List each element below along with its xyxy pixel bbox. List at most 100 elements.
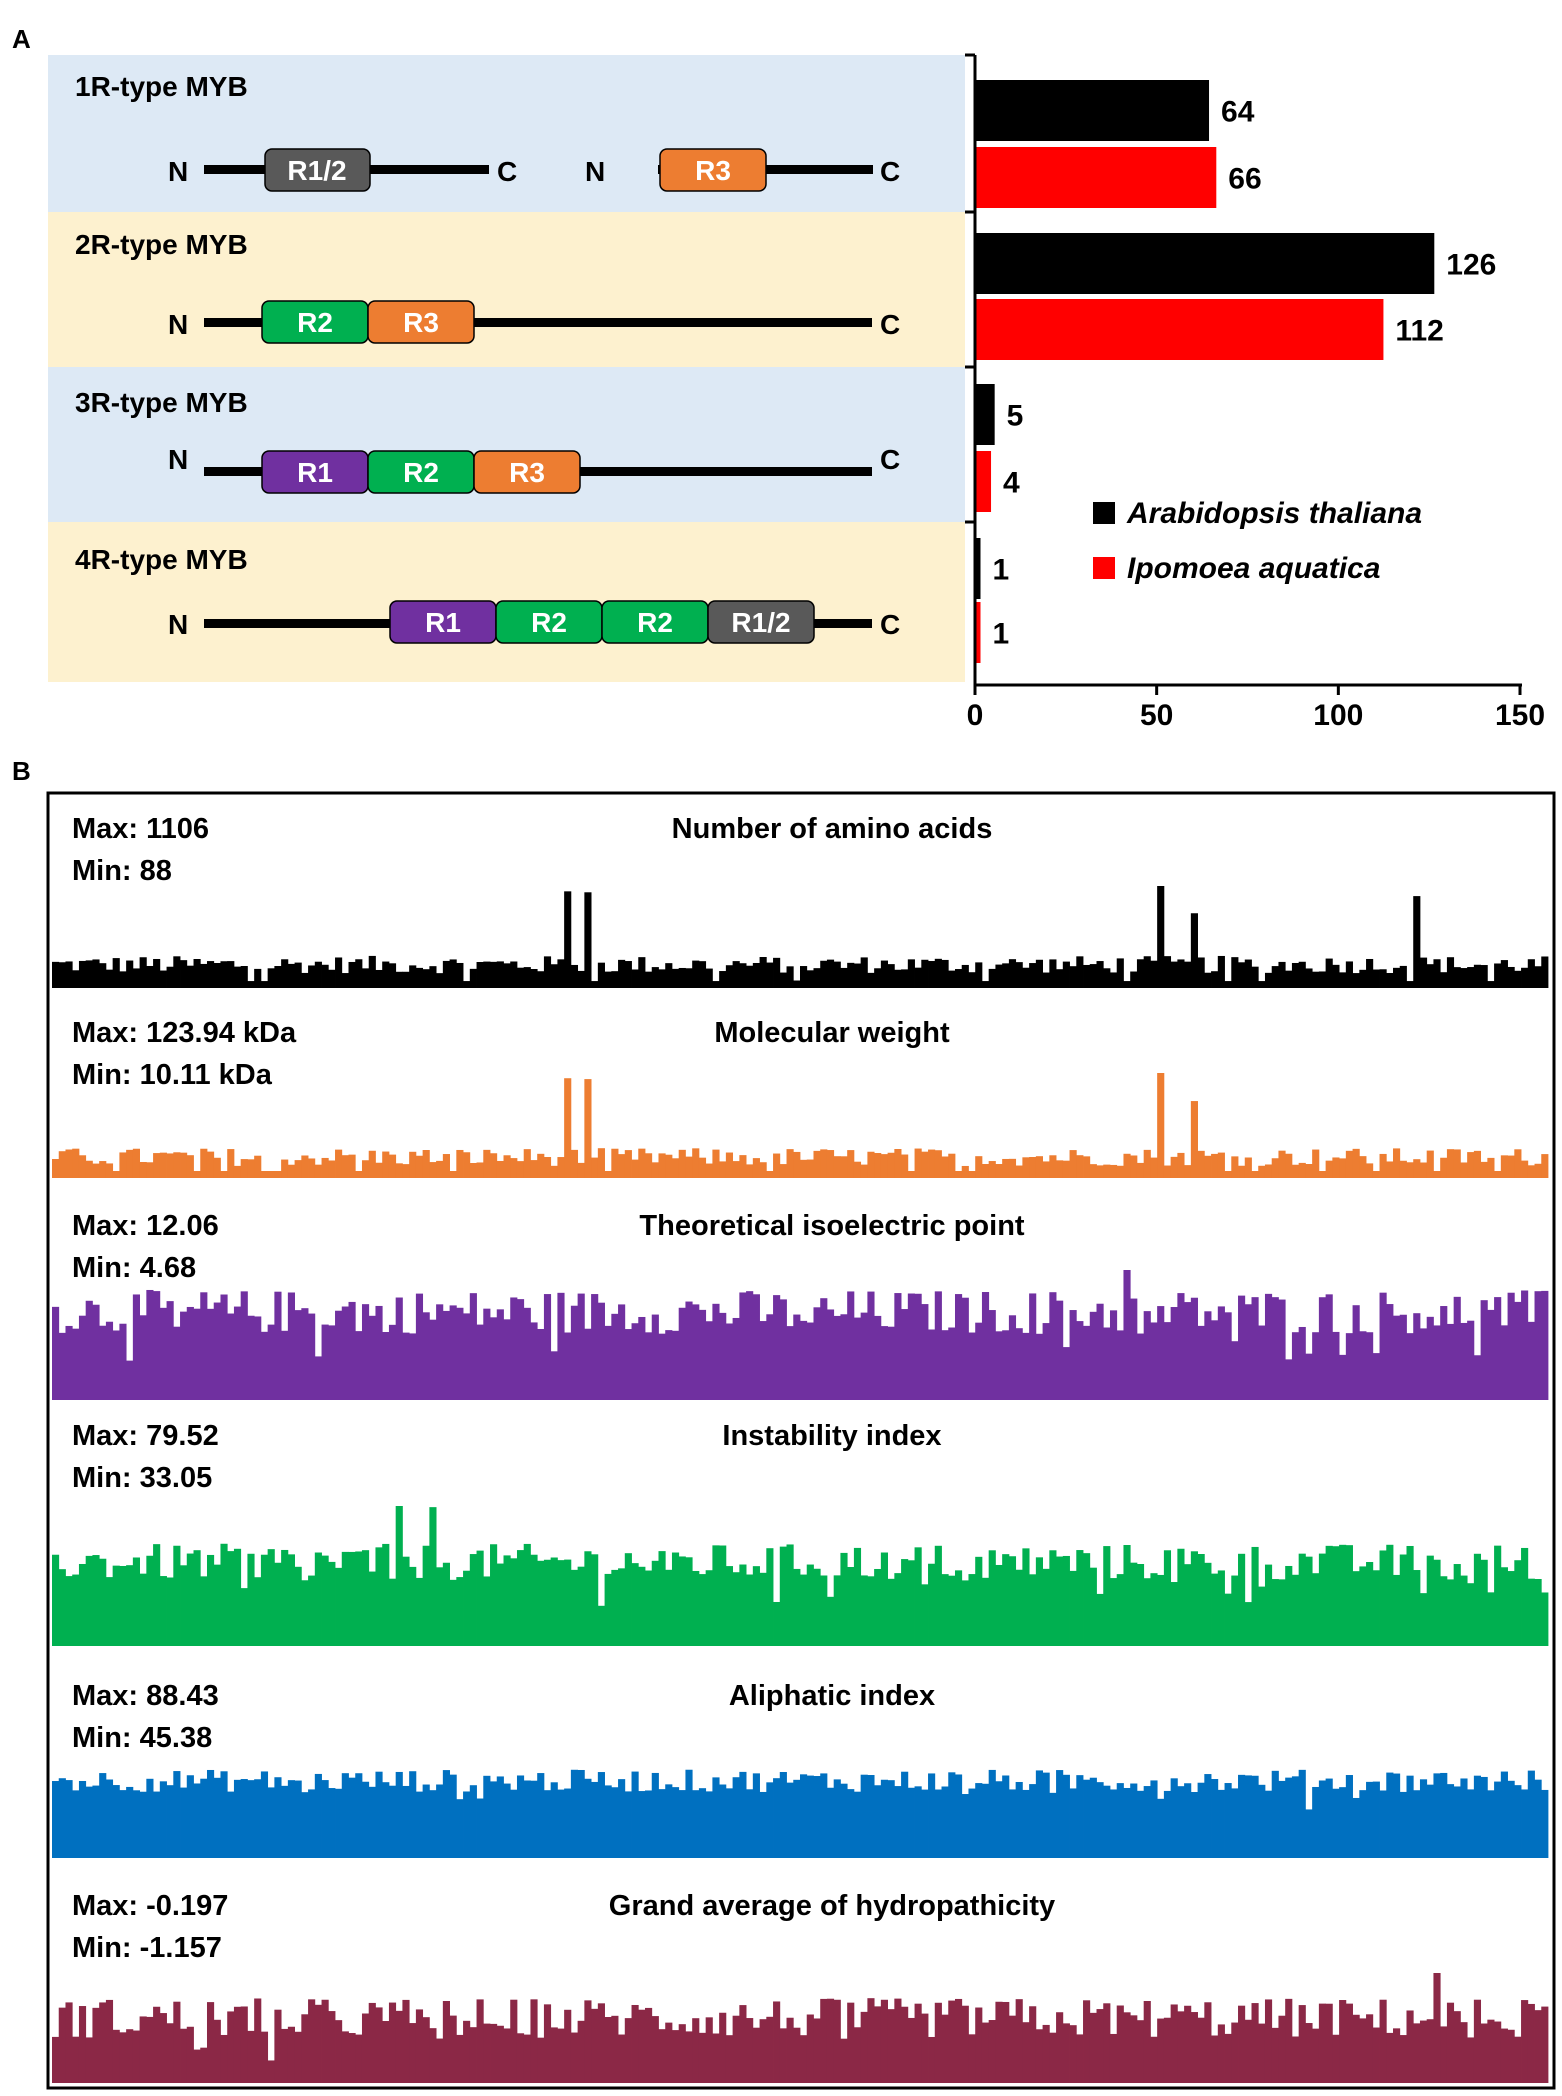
property-bar [1285,1777,1293,1858]
property-bar [99,1558,107,1646]
property-bar [685,2031,693,2083]
property-bar [1035,1333,1043,1400]
property-bar [153,1153,161,1178]
property-bar [1083,2000,1091,2083]
property-bar [793,1314,801,1400]
property-bar [1184,1302,1192,1400]
property-bar [853,1791,862,1858]
property-bar [213,963,221,988]
property-bar [287,1292,295,1400]
property-bar [503,1555,511,1646]
property-bar [301,1580,309,1646]
property-bar [1325,1545,1333,1646]
property-bar [1271,1579,1279,1646]
chart-title: Theoretical isoelectric point [639,1210,1024,1242]
property-bar [685,1156,693,1178]
property-bar [1507,2029,1515,2083]
property-bar [806,970,814,988]
property-bar [159,1576,167,1646]
property-bar [739,1564,747,1646]
property-bar [355,2034,363,2083]
property-bar [907,1560,915,1646]
panel-b-frame [46,791,1556,2090]
property-bar [1258,1325,1266,1400]
property-bar [1298,1326,1306,1400]
property-bar [746,1789,754,1858]
bar-value-label: 112 [1395,315,1443,348]
property-bar [719,1784,727,1858]
min-label: Min: 33.05 [72,1462,212,1494]
property-bar [375,1771,383,1858]
property-bar [954,1294,963,1400]
property-bar [1211,1320,1219,1400]
property-bar [1231,1156,1239,1178]
property-bar [1339,1354,1347,1400]
property-bar [698,1574,707,1646]
property-bar [847,1150,855,1178]
property-bar [503,1155,511,1178]
property-bar [833,1999,841,2083]
property-bar [58,1332,66,1400]
property-bar [119,2032,127,2083]
property-bar [341,1551,349,1646]
property-bar [1042,2024,1050,2083]
property-bar [773,1778,781,1858]
property-bar [1480,965,1488,988]
n-terminal-2r: N [168,309,188,340]
property-bar [1177,1548,1185,1646]
property-bar [901,1771,909,1858]
property-bar [921,1304,929,1400]
property-bar [1190,1792,1198,1858]
property-bar [887,1578,895,1646]
property-bar [860,1164,868,1178]
bar [976,384,995,445]
property-bar [1224,2033,1232,2083]
property-bar [1157,1306,1165,1400]
property-bar [429,1162,437,1178]
property-bar [105,1577,114,1646]
property-bar [1339,972,1347,988]
property-bar [1521,1789,1529,1858]
property-bar [665,963,673,988]
property-bar [1163,956,1172,988]
property-bar [759,1572,767,1646]
property-bar [678,2024,686,2083]
property-bar [1534,1291,1542,1400]
property-bar [1157,886,1165,988]
property-bar [638,957,646,988]
property-bar [361,1160,370,1178]
property-bar [415,1155,424,1178]
property-bar [739,1292,747,1400]
property-bar [368,955,376,988]
property-bar [456,1307,464,1400]
property-bar [1035,1770,1043,1858]
property-bar [146,965,154,988]
property-bar [860,1312,868,1400]
property-bar [361,1304,370,1400]
property-bar [348,961,356,988]
property-bar [732,1777,740,1858]
c-terminal-2r: C [880,309,900,340]
property-bar [301,2014,309,2083]
property-bar [382,1151,390,1178]
property-bar [1473,1355,1482,1400]
property-bar [1467,2037,1475,2083]
property-bar [1211,1573,1219,1646]
property-bar [981,1292,990,1400]
property-bar [981,1163,990,1178]
property-bar [793,1779,801,1858]
property-bar [1507,1571,1515,1646]
property-bar [1163,2017,1172,2083]
property-bar [1211,971,1219,988]
property-bar [1298,1553,1306,1646]
bar-value-label: 64 [1221,96,1255,129]
property-bar [1264,1999,1273,2083]
property-bar [355,959,363,988]
property-bar [240,1159,248,1178]
property-chart: Max: 123.94 kDa Min: 10.11 kDa Molecular w… [52,1017,1549,1178]
property-bar [1413,2023,1421,2083]
property-bar [260,1171,269,1178]
property-bar [941,1786,949,1858]
property-bar [719,2012,727,2083]
property-bar [914,2003,922,2083]
